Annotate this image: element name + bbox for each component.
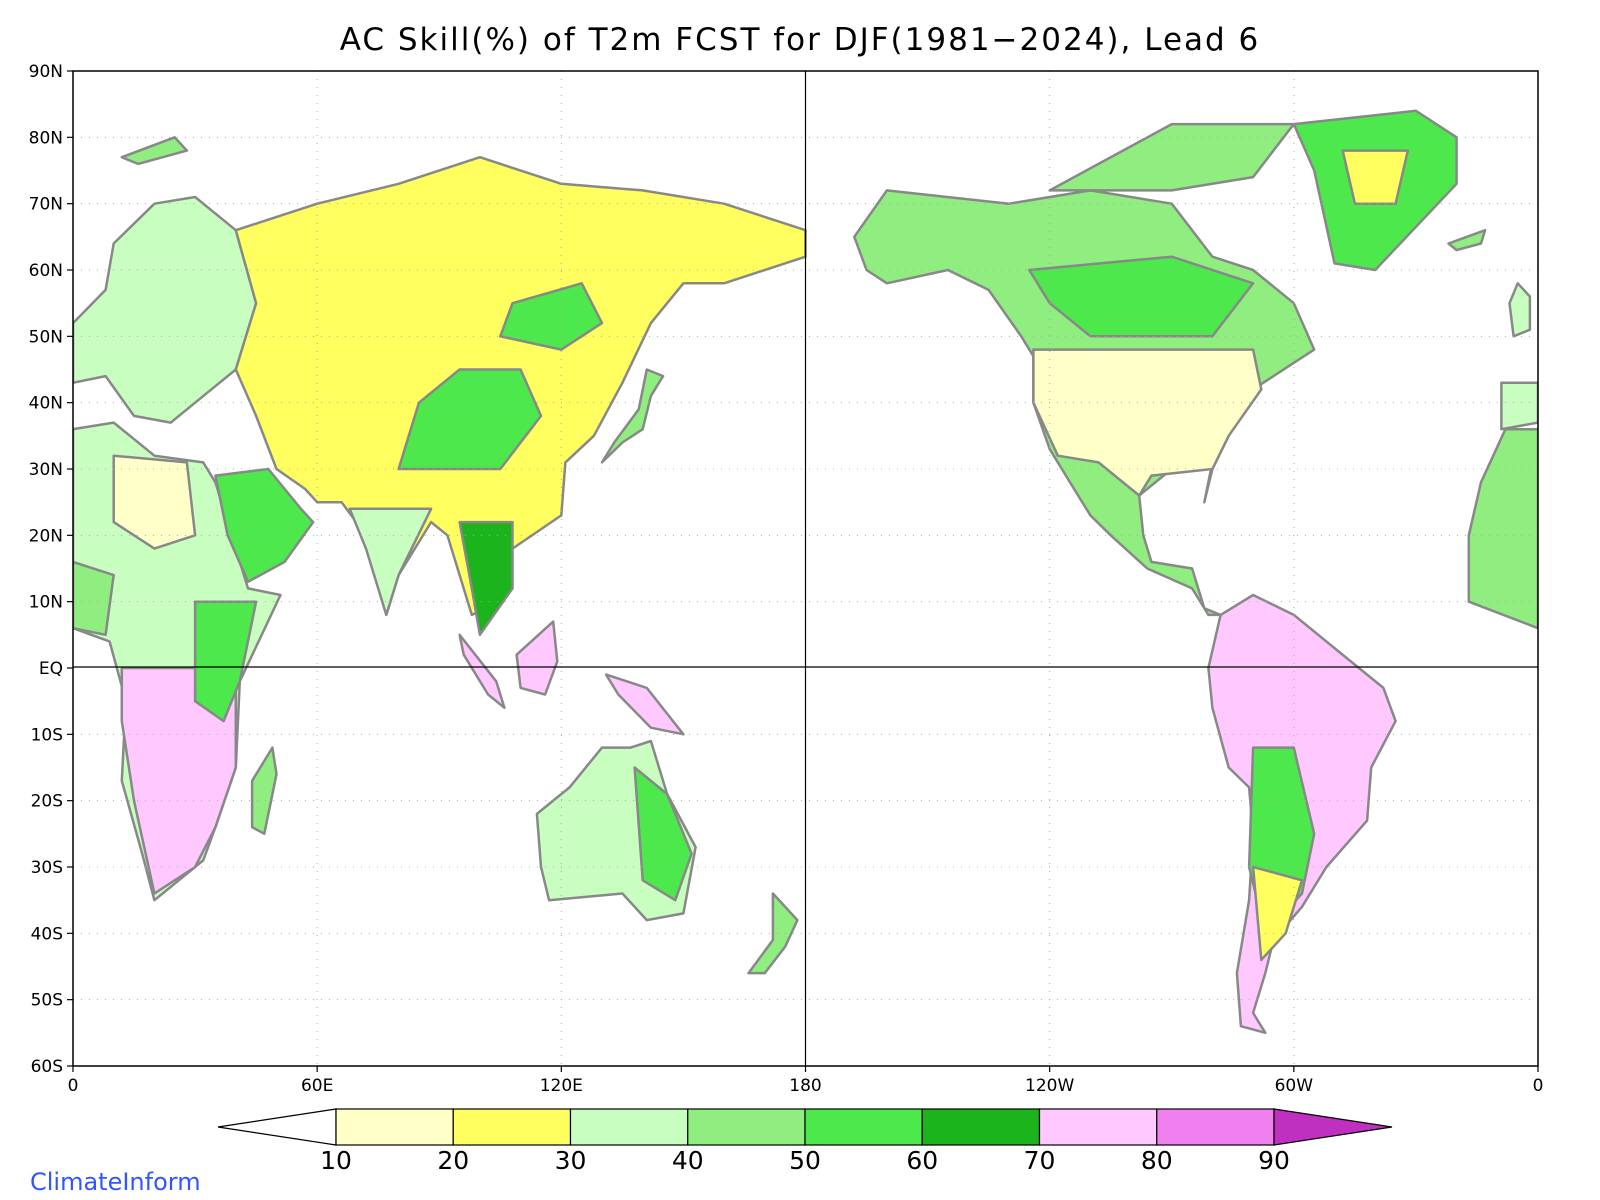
lat-tick-label: 60N [29, 261, 63, 281]
land-svalbard [120, 136, 189, 166]
land-australia-east [633, 766, 693, 902]
land-sumatra [458, 633, 506, 710]
colorbar-segment [921, 1108, 1041, 1146]
land-africa-south [120, 666, 238, 895]
lat-tick-label: 40S [31, 924, 63, 944]
colorbar-tick-label: 10 [320, 1146, 352, 1175]
lon-tick-label: 120E [540, 1076, 583, 1096]
lat-tick-label: 30S [31, 858, 63, 878]
colorbar: 10 20 30 40 50 60 70 80 90 [217, 1108, 1393, 1175]
colorbar-upper-triangle [1273, 1108, 1393, 1146]
lat-tick-label: 10S [31, 725, 63, 745]
land-borneo [515, 620, 559, 696]
lon-tick-label: 60E [301, 1076, 333, 1096]
lat-tick-label: 20N [29, 526, 63, 546]
land-south-america-south [1251, 865, 1304, 962]
colorbar-tick-label: 40 [672, 1146, 704, 1175]
land-newzealand [747, 892, 799, 975]
colorbar-lower-triangle [217, 1108, 337, 1146]
land-indochina [458, 520, 514, 637]
colorbar-segment [335, 1108, 454, 1146]
land-uk [1508, 282, 1532, 338]
colorbar-tick-label: 20 [437, 1146, 469, 1175]
land-africa-east [193, 600, 258, 723]
lon-tick-label: 0 [1533, 1076, 1544, 1096]
colorbar-tick-label: 30 [555, 1146, 587, 1175]
lat-tick-label: 40N [29, 394, 63, 414]
lat-tick-label: 50S [31, 991, 63, 1011]
colorbar-segment [687, 1108, 806, 1146]
land-iberia-edge [1500, 381, 1538, 431]
land-iceland [1447, 228, 1487, 252]
land-madagascar [250, 746, 278, 836]
land-usa [1032, 348, 1263, 497]
map-title: AC Skill(%) of T2m FCST for DJF(1981−202… [339, 22, 1261, 58]
land-siberia-east [499, 282, 604, 351]
lat-tick-label: 20S [31, 792, 63, 812]
colorbar-tick-label: 50 [789, 1146, 821, 1175]
colorbar-tick-label: 60 [906, 1146, 938, 1175]
colorbar-segment [569, 1108, 689, 1146]
land-arctic-islands [1048, 122, 1296, 192]
land-africa-sahara [112, 454, 197, 550]
brand-label: ClimateInform [30, 1168, 201, 1196]
land-india [348, 507, 433, 617]
colorbar-tick-label: 70 [1024, 1146, 1056, 1175]
land-asia-central [397, 368, 543, 471]
lon-tick-label: 120W [1025, 1076, 1074, 1096]
land-greenland-core [1341, 149, 1410, 205]
land-japan [600, 368, 665, 464]
lon-tick-label: 60W [1275, 1076, 1314, 1096]
land-newguinea [604, 673, 685, 736]
colorbar-segment [452, 1108, 572, 1146]
lat-tick-label: 60S [31, 1057, 63, 1077]
lon-tick-label: 0 [68, 1076, 79, 1096]
colorbar-segment [1038, 1108, 1158, 1146]
lon-tick-label: 180 [789, 1076, 821, 1096]
colorbar-tick-label: 90 [1258, 1146, 1290, 1175]
colorbar-tick-label: 80 [1141, 1146, 1173, 1175]
lat-tick-label: 50N [29, 327, 63, 347]
lat-tick-label: 10N [29, 593, 63, 613]
lat-tick-label: EQ [39, 659, 63, 679]
lat-tick-label: 80N [29, 128, 63, 148]
colorbar-segment [804, 1108, 923, 1146]
lat-tick-label: 90N [29, 62, 63, 82]
land-nw-africa-edge [1467, 427, 1538, 630]
lat-tick-label: 70N [29, 195, 63, 215]
land-europe [73, 195, 258, 424]
land-arabia [214, 467, 315, 584]
lat-tick-label: 30N [29, 460, 63, 480]
colorbar-segment [1156, 1108, 1275, 1146]
land-africa-west [73, 560, 115, 637]
